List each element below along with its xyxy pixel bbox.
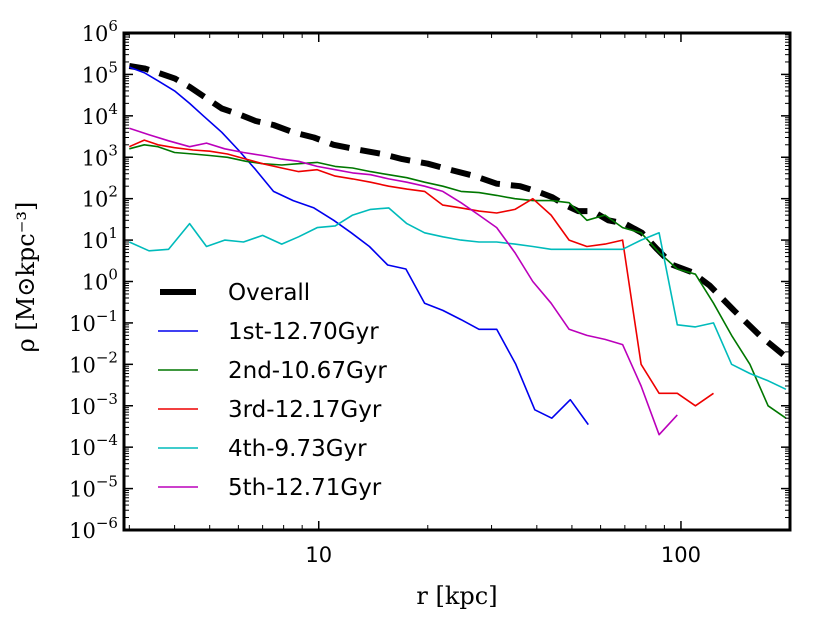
y-tick-label: 10−2	[69, 348, 118, 377]
series-line-1	[128, 63, 788, 360]
legend-label-3: 2nd-10.67Gyr	[228, 358, 387, 384]
y-tick-label: 106	[82, 17, 118, 46]
x-tick-label: 10	[305, 543, 332, 567]
legend-label-1: Overall	[228, 280, 310, 306]
y-tick-label: 102	[82, 183, 118, 212]
y-tick-label: 10−6	[69, 514, 118, 543]
y-tick-label: 103	[82, 141, 118, 170]
y-tick-label: 101	[82, 224, 118, 253]
legend-label-2: 1st-12.70Gyr	[228, 319, 379, 345]
y-tick-label: 105	[82, 58, 118, 87]
legend-label-4: 3rd-12.17Gyr	[228, 397, 382, 423]
legend-label-5: 4th-9.73Gyr	[228, 436, 367, 462]
y-tick-label: 104	[82, 100, 118, 129]
y-tick-label: 10−3	[69, 390, 118, 419]
series-lines	[128, 63, 788, 436]
series-line-2	[129, 66, 589, 426]
y-tick-label: 100	[82, 266, 118, 295]
y-axis-label: ρ [M⊙kpc⁻³]	[12, 202, 40, 353]
x-tick-label: 100	[661, 543, 701, 567]
plot-frame	[122, 31, 792, 532]
series-line-5	[128, 207, 787, 391]
y-tick-label: 10−5	[69, 473, 118, 502]
series-line-4	[128, 139, 714, 407]
legend: Overall 1st-12.70Gyr 2nd-10.67Gyr 3rd-12.17…	[158, 280, 387, 501]
series-line-3	[129, 144, 787, 419]
y-tick-label: 10−4	[69, 431, 118, 460]
tick-labels: 10 100 106 105 104 103 102 101 100 10−1 10−2 10−3 10…	[69, 17, 701, 567]
y-tick-label: 10−1	[69, 307, 118, 336]
legend-label-6: 5th-12.71Gyr	[228, 475, 382, 501]
series-line-6	[129, 127, 678, 436]
x-axis-label: r [kpc]	[416, 582, 497, 610]
